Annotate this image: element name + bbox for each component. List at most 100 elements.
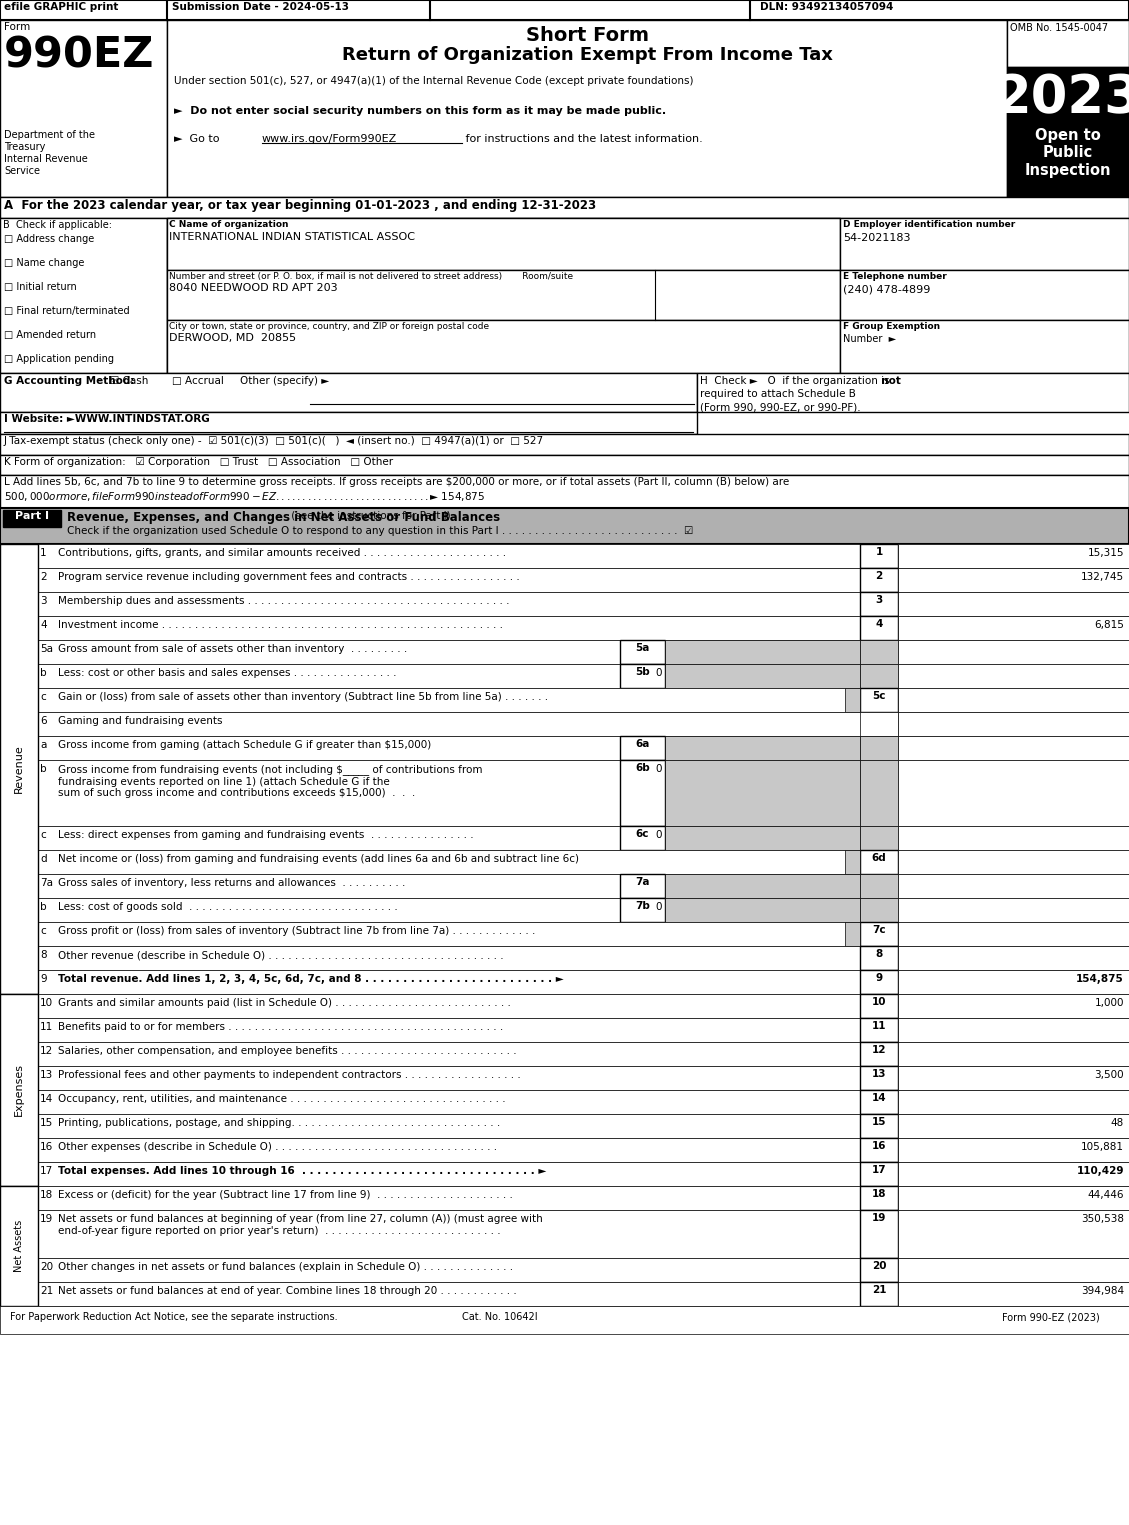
Bar: [1007, 67, 1129, 197]
Bar: [38, 1162, 1129, 1186]
Bar: [898, 1066, 1129, 1090]
Text: 132,745: 132,745: [1080, 572, 1124, 583]
Bar: [0, 374, 697, 412]
Text: E Telephone number: E Telephone number: [843, 271, 947, 281]
Bar: [898, 1258, 1129, 1283]
Text: 11: 11: [872, 1022, 886, 1031]
Bar: [665, 874, 860, 898]
Text: Submission Date - 2024-05-13: Submission Date - 2024-05-13: [172, 2, 349, 12]
Bar: [898, 1113, 1129, 1138]
Text: Gross profit or (loss) from sales of inventory (Subtract line 7b from line 7a) .: Gross profit or (loss) from sales of inv…: [58, 926, 535, 936]
Bar: [38, 688, 860, 712]
Text: Other changes in net assets or fund balances (explain in Schedule O) . . . . . .: Other changes in net assets or fund bala…: [58, 1263, 513, 1272]
Text: Form 990-EZ (2023): Form 990-EZ (2023): [1003, 1312, 1100, 1322]
Text: 12: 12: [872, 1045, 886, 1055]
Text: 54-2021183: 54-2021183: [843, 233, 910, 242]
Bar: [898, 1209, 1129, 1258]
Bar: [860, 544, 898, 567]
Text: 20: 20: [872, 1261, 886, 1270]
Text: 8: 8: [875, 949, 883, 959]
Text: 2: 2: [875, 570, 883, 581]
Text: Total expenses. Add lines 10 through 16  . . . . . . . . . . . . . . . . . . . .: Total expenses. Add lines 10 through 16 …: [58, 1167, 546, 1176]
Bar: [860, 1066, 898, 1090]
Text: 13: 13: [40, 1071, 53, 1080]
Text: □ Application pending: □ Application pending: [5, 354, 114, 364]
Text: not: not: [700, 377, 901, 386]
Bar: [898, 737, 1129, 759]
Text: 15: 15: [40, 1118, 53, 1128]
Bar: [0, 454, 1129, 474]
Bar: [0, 474, 1129, 508]
Text: 5b: 5b: [636, 666, 650, 677]
Bar: [620, 737, 665, 759]
Bar: [167, 270, 840, 320]
Text: (240) 478-4899: (240) 478-4899: [843, 284, 930, 294]
Text: 3,500: 3,500: [1094, 1071, 1124, 1080]
Bar: [665, 640, 860, 663]
Text: (Form 990, 990-EZ, or 990-PF).: (Form 990, 990-EZ, or 990-PF).: [700, 403, 860, 412]
Text: Professional fees and other payments to independent contractors . . . . . . . . : Professional fees and other payments to …: [58, 1071, 520, 1080]
Bar: [898, 544, 1129, 567]
Text: A  For the 2023 calendar year, or tax year beginning 01-01-2023 , and ending 12-: A For the 2023 calendar year, or tax yea…: [5, 198, 596, 212]
Bar: [860, 970, 898, 994]
Text: 5a: 5a: [636, 644, 649, 653]
Bar: [860, 1209, 898, 1258]
Text: 2: 2: [40, 572, 46, 583]
Bar: [38, 874, 620, 898]
Text: 48: 48: [1111, 1118, 1124, 1128]
Text: Treasury: Treasury: [5, 142, 45, 152]
Bar: [860, 1162, 898, 1186]
Text: ►  Go to: ► Go to: [174, 134, 224, 143]
Bar: [38, 616, 1129, 640]
Bar: [620, 759, 665, 827]
Text: Other revenue (describe in Schedule O) . . . . . . . . . . . . . . . . . . . . .: Other revenue (describe in Schedule O) .…: [58, 950, 504, 961]
Bar: [38, 663, 620, 688]
Text: Form: Form: [5, 21, 30, 32]
Bar: [860, 663, 898, 688]
Text: 990EZ: 990EZ: [5, 34, 155, 76]
Bar: [898, 567, 1129, 592]
Bar: [898, 994, 1129, 1019]
Text: 21: 21: [40, 1286, 53, 1296]
Bar: [898, 1019, 1129, 1042]
Text: 5a: 5a: [40, 644, 53, 654]
Bar: [38, 898, 620, 923]
Bar: [38, 1042, 1129, 1066]
Bar: [38, 1209, 1129, 1258]
Bar: [38, 994, 1129, 1019]
Text: 19: 19: [40, 1214, 53, 1225]
Text: 0: 0: [656, 901, 662, 912]
Bar: [898, 946, 1129, 970]
Text: ☑ Cash: ☑ Cash: [110, 377, 148, 386]
Text: 5c: 5c: [873, 691, 886, 702]
Bar: [38, 1186, 1129, 1209]
Text: □ Amended return: □ Amended return: [5, 329, 96, 340]
Bar: [860, 923, 898, 946]
Bar: [898, 1162, 1129, 1186]
Bar: [860, 827, 898, 849]
Text: Revenue, Expenses, and Changes in Net Assets or Fund Balances: Revenue, Expenses, and Changes in Net As…: [67, 511, 500, 525]
Bar: [860, 688, 898, 712]
Text: 6b: 6b: [636, 762, 650, 773]
Text: Under section 501(c), 527, or 4947(a)(1) of the Internal Revenue Code (except pr: Under section 501(c), 527, or 4947(a)(1)…: [174, 76, 693, 85]
Text: Printing, publications, postage, and shipping. . . . . . . . . . . . . . . . . .: Printing, publications, postage, and shi…: [58, 1118, 500, 1128]
Text: 6a: 6a: [636, 740, 649, 749]
Bar: [1007, 20, 1129, 67]
Bar: [38, 946, 1129, 970]
Bar: [898, 688, 1129, 712]
Text: Occupancy, rent, utilities, and maintenance . . . . . . . . . . . . . . . . . . : Occupancy, rent, utilities, and maintena…: [58, 1093, 506, 1104]
Bar: [860, 1258, 898, 1283]
Text: c: c: [40, 830, 46, 840]
Text: 110,429: 110,429: [1076, 1167, 1124, 1176]
Text: Other expenses (describe in Schedule O) . . . . . . . . . . . . . . . . . . . . : Other expenses (describe in Schedule O) …: [58, 1142, 497, 1151]
Text: 7a: 7a: [636, 877, 650, 888]
Bar: [860, 849, 898, 874]
Text: Open to
Public
Inspection: Open to Public Inspection: [1025, 128, 1111, 178]
Bar: [38, 849, 860, 874]
Bar: [898, 1138, 1129, 1162]
Bar: [38, 1138, 1129, 1162]
Text: a: a: [40, 740, 46, 750]
Bar: [38, 1283, 1129, 1305]
Bar: [38, 712, 1129, 737]
Text: I Website: ►WWW.INTINDSTAT.ORG: I Website: ►WWW.INTINDSTAT.ORG: [5, 413, 210, 424]
